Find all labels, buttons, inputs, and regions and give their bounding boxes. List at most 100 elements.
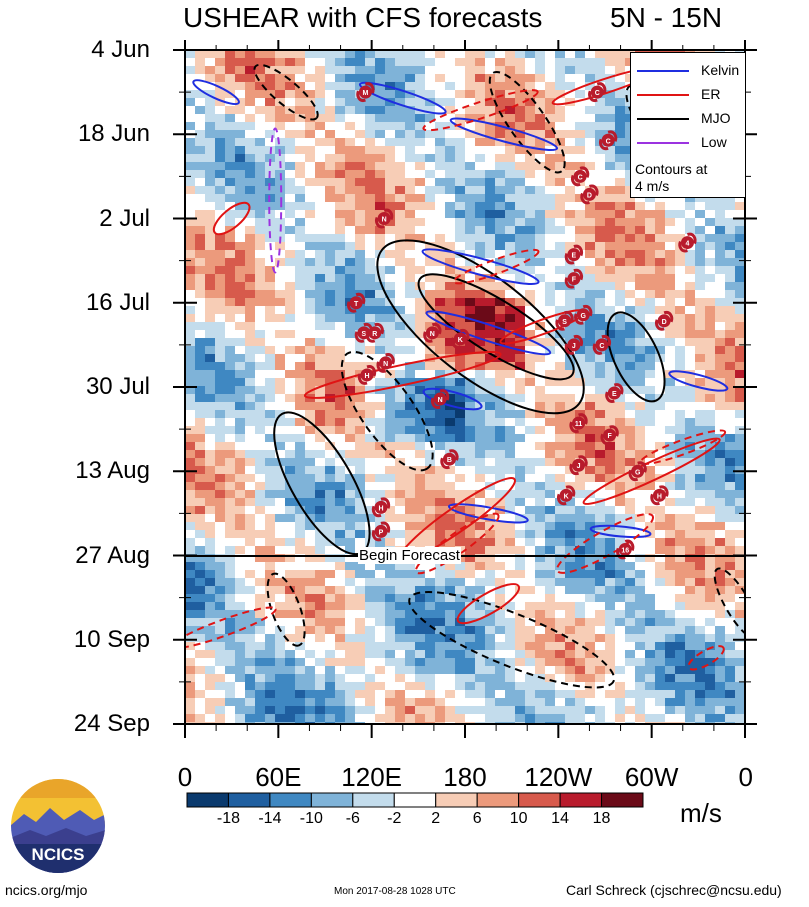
field-cell (545, 626, 556, 635)
field-cell (595, 578, 606, 587)
field-cell (225, 130, 236, 139)
field-cell (735, 682, 745, 691)
field-cell (735, 482, 745, 491)
field-cell (605, 50, 616, 59)
field-cell (355, 322, 366, 331)
field-cell (235, 362, 246, 371)
field-cell (625, 266, 636, 275)
field-cell (285, 178, 296, 187)
field-cell (245, 154, 256, 163)
field-cell (185, 458, 196, 467)
field-cell (495, 602, 506, 611)
field-cell (645, 442, 656, 451)
field-cell (285, 298, 296, 307)
field-cell (545, 690, 556, 699)
field-cell (505, 434, 516, 443)
field-cell (185, 682, 196, 691)
field-cell (485, 330, 496, 339)
field-cell (495, 218, 506, 227)
field-cell (275, 354, 286, 363)
field-cell (245, 418, 256, 427)
field-cell (185, 226, 196, 235)
field-cell (215, 450, 226, 459)
field-cell (355, 218, 366, 227)
field-cell (285, 522, 296, 531)
field-cell (415, 170, 426, 179)
field-cell (625, 690, 636, 699)
field-cell (335, 642, 346, 651)
field-cell (645, 578, 656, 587)
field-cell (655, 554, 666, 563)
field-cell (645, 362, 656, 371)
field-cell (685, 578, 696, 587)
field-cell (275, 538, 286, 547)
field-cell (605, 370, 616, 379)
field-cell (285, 570, 296, 579)
field-cell (525, 90, 536, 99)
field-cell (405, 210, 416, 219)
field-cell (365, 690, 376, 699)
field-cell (425, 514, 436, 523)
field-cell (435, 98, 446, 107)
field-cell (245, 378, 256, 387)
field-cell (515, 538, 526, 547)
field-cell (495, 434, 506, 443)
field-cell (445, 514, 456, 523)
field-cell (495, 210, 506, 219)
field-cell (525, 282, 536, 291)
field-cell (395, 690, 406, 699)
field-cell (415, 330, 426, 339)
field-cell (245, 650, 256, 659)
field-cell (245, 610, 256, 619)
field-cell (685, 514, 696, 523)
field-cell (625, 338, 636, 347)
field-cell (595, 218, 606, 227)
field-cell (255, 690, 266, 699)
field-cell (205, 354, 216, 363)
field-cell (355, 570, 366, 579)
field-cell (525, 586, 536, 595)
field-cell (485, 442, 496, 451)
field-cell (495, 682, 506, 691)
field-cell (515, 226, 526, 235)
field-cell (645, 466, 656, 475)
field-cell (385, 498, 396, 507)
field-cell (725, 594, 736, 603)
field-cell (435, 610, 446, 619)
field-cell (445, 258, 456, 267)
field-cell (735, 578, 745, 587)
field-cell (715, 570, 726, 579)
field-cell (385, 234, 396, 243)
field-cell (585, 498, 596, 507)
field-cell (415, 178, 426, 187)
field-cell (385, 538, 396, 547)
field-cell (445, 154, 456, 163)
field-cell (565, 586, 576, 595)
field-cell (335, 234, 346, 243)
field-cell (405, 178, 416, 187)
field-cell (635, 610, 646, 619)
field-cell (465, 594, 476, 603)
field-cell (725, 514, 736, 523)
field-cell (355, 386, 366, 395)
field-cell (195, 226, 206, 235)
field-cell (735, 266, 745, 275)
field-cell (655, 370, 666, 379)
field-cell (455, 170, 466, 179)
field-cell (485, 346, 496, 355)
field-cell (625, 634, 636, 643)
field-cell (545, 450, 556, 459)
field-cell (205, 514, 216, 523)
field-cell (325, 514, 336, 523)
field-cell (225, 258, 236, 267)
field-cell (595, 298, 606, 307)
field-cell (185, 546, 196, 555)
field-cell (575, 106, 586, 115)
field-cell (585, 650, 596, 659)
field-cell (725, 290, 736, 299)
field-cell (395, 298, 406, 307)
field-cell (395, 498, 406, 507)
field-cell (625, 290, 636, 299)
field-cell (465, 210, 476, 219)
field-cell (225, 58, 236, 67)
